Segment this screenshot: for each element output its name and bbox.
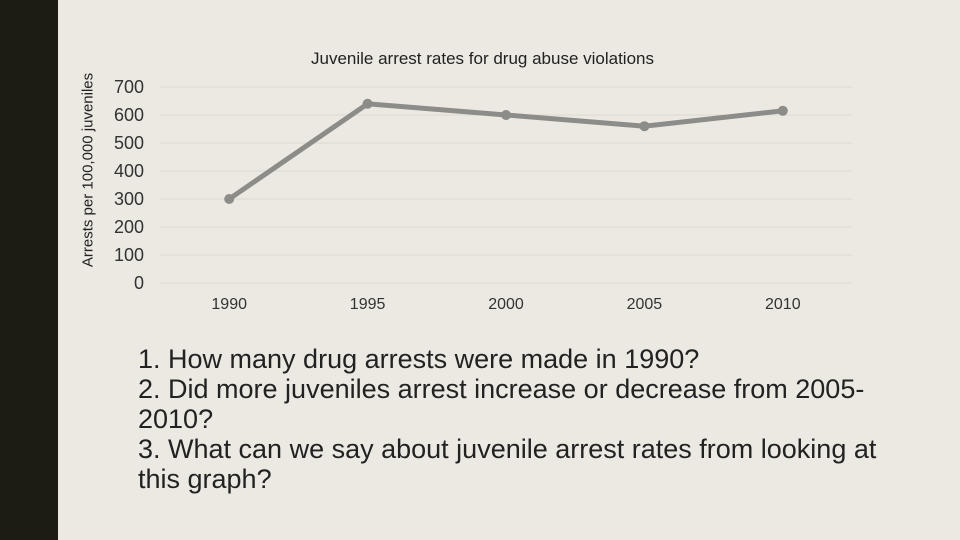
x-tick-label: 2010 (765, 296, 801, 313)
y-tick-label: 600 (114, 105, 144, 125)
y-tick-label: 500 (114, 133, 144, 153)
y-tick-label: 300 (114, 189, 144, 209)
question-3: 3. What can we say about juvenile arrest… (138, 434, 877, 494)
questions-block: 1. How many drug arrests were made in 19… (138, 344, 898, 494)
y-tick-label: 200 (114, 217, 144, 237)
data-point (362, 98, 373, 109)
x-tick-label: 1995 (350, 296, 386, 313)
data-point (777, 105, 788, 116)
left-accent-bar (0, 0, 58, 540)
chart-title: Juvenile arrest rates for drug abuse vio… (310, 49, 654, 68)
x-tick-label: 2005 (627, 296, 663, 313)
y-tick-label: 400 (114, 161, 144, 181)
y-tick-label: 100 (114, 245, 144, 265)
data-point (501, 110, 511, 120)
y-tick-label: 700 (114, 77, 144, 97)
x-tick-label: 2000 (488, 296, 524, 313)
y-axis-label: Arrests per 100,000 juveniles (79, 72, 97, 268)
y-tick-label: 0 (134, 273, 144, 293)
data-point (224, 194, 235, 204)
question-1: 1. How many drug arrests were made in 19… (138, 344, 700, 374)
question-2: 2. Did more juveniles arrest increase or… (138, 374, 865, 434)
data-point (639, 121, 650, 132)
line-chart: 0 100 200 300 400 500 600 700 1990 1995 2000 2005 20… (114, 77, 852, 313)
x-tick-label: 1990 (211, 296, 247, 313)
